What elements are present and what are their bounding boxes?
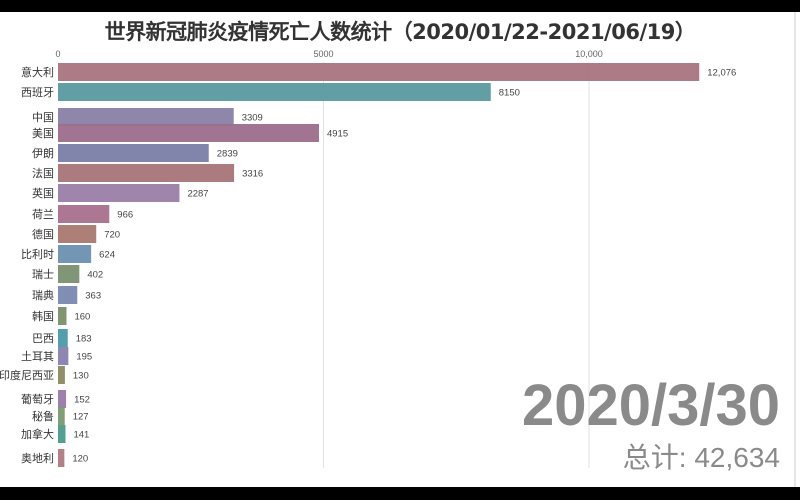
bar — [58, 164, 235, 182]
value-label: 4915 — [327, 129, 348, 140]
value-label: 130 — [73, 371, 89, 382]
category-label: 比利时 — [21, 248, 54, 261]
value-label: 402 — [87, 270, 103, 281]
category-label: 印度尼西亚 — [0, 368, 54, 382]
bar — [58, 307, 67, 325]
value-label: 966 — [117, 210, 133, 221]
category-label: 葡萄牙 — [21, 393, 54, 406]
bar — [58, 205, 110, 223]
x-tick-label: 10,000 — [575, 49, 603, 59]
bar — [58, 425, 66, 443]
bar — [58, 225, 97, 243]
bar — [58, 83, 491, 101]
category-label: 英国 — [32, 186, 54, 200]
category-label: 意大利 — [21, 65, 54, 79]
value-label: 141 — [73, 430, 89, 441]
value-label: 12,076 — [707, 68, 736, 79]
category-label: 土耳其 — [21, 350, 54, 363]
bar — [58, 124, 319, 142]
value-label: 152 — [74, 395, 90, 406]
category-label: 韩国 — [32, 309, 54, 323]
value-label: 127 — [73, 412, 89, 423]
bottom-letterbox — [0, 487, 800, 500]
date-label: 2020/3/30 — [521, 373, 780, 438]
category-label: 中国 — [32, 111, 54, 124]
bar — [58, 407, 65, 425]
bar — [58, 184, 180, 202]
value-label: 624 — [99, 250, 115, 261]
bar — [58, 245, 92, 263]
value-label: 2839 — [217, 149, 238, 160]
value-label: 720 — [104, 230, 120, 241]
bar — [58, 108, 234, 126]
category-label: 奥地利 — [21, 451, 54, 465]
bar — [58, 329, 68, 347]
bar — [58, 63, 700, 81]
bar — [58, 347, 69, 365]
category-label: 秘鲁 — [32, 409, 54, 423]
category-label: 巴西 — [32, 332, 54, 345]
category-label: 瑞典 — [32, 288, 54, 302]
category-label: 德国 — [32, 227, 54, 241]
value-label: 160 — [74, 312, 90, 323]
bar — [58, 265, 80, 283]
value-label: 3316 — [242, 169, 263, 180]
bar — [58, 449, 65, 467]
bar — [58, 286, 78, 304]
top-letterbox — [0, 0, 800, 12]
category-label: 法国 — [32, 166, 54, 180]
value-label: 8150 — [499, 88, 520, 99]
x-tick-label: 5000 — [313, 49, 333, 59]
category-label: 西班牙 — [21, 86, 54, 99]
category-label: 伊朗 — [32, 147, 54, 160]
bar — [58, 144, 209, 162]
category-label: 瑞士 — [32, 267, 54, 281]
bar — [58, 366, 65, 384]
chart-title: 世界新冠肺炎疫情死亡人数统计（2020/01/22-2021/06/19） — [104, 20, 696, 44]
total-label: 总计: 42,634 — [622, 442, 780, 473]
value-label: 195 — [76, 352, 92, 363]
category-label: 加拿大 — [21, 427, 54, 441]
x-tick-label: 0 — [55, 49, 60, 59]
bar — [58, 390, 67, 408]
value-label: 363 — [85, 291, 101, 302]
value-label: 183 — [76, 334, 92, 345]
value-label: 2287 — [187, 189, 208, 200]
value-label: 3309 — [242, 113, 263, 124]
category-label: 荷兰 — [32, 208, 54, 221]
category-label: 美国 — [32, 127, 54, 140]
value-label: 120 — [72, 454, 88, 465]
